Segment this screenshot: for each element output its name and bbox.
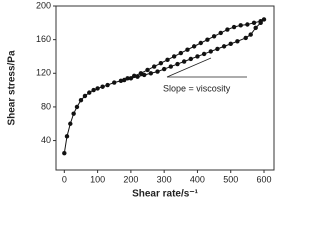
data-point xyxy=(253,25,258,31)
x-tick-label: 0 xyxy=(62,174,67,184)
annotation: Slope = viscosity xyxy=(163,83,231,93)
data-point xyxy=(171,54,177,59)
data-point xyxy=(141,72,147,78)
y-tick-label: 160 xyxy=(36,34,51,44)
data-point xyxy=(235,39,240,44)
slope-line xyxy=(166,57,212,78)
data-point xyxy=(74,104,80,110)
data-point xyxy=(122,77,127,83)
data-point xyxy=(64,134,70,139)
data-point xyxy=(151,64,157,69)
x-tick-label: 300 xyxy=(157,174,172,184)
data-point xyxy=(165,57,170,63)
y-axis-label: Shear stress/Pa xyxy=(7,50,18,125)
x-tick-label: 400 xyxy=(190,174,205,184)
data-point xyxy=(125,76,130,81)
data-point xyxy=(91,87,96,93)
x-tick-label: 600 xyxy=(256,174,271,184)
data-point xyxy=(148,71,154,76)
data-point xyxy=(100,84,105,89)
data-point xyxy=(191,44,197,49)
data-point xyxy=(145,67,150,73)
data-point xyxy=(71,111,76,116)
data-point xyxy=(181,59,187,64)
data-point xyxy=(205,37,210,42)
data-point xyxy=(188,56,193,62)
data-point xyxy=(211,34,217,39)
data-point xyxy=(175,61,180,67)
data-point xyxy=(238,23,243,28)
data-point xyxy=(231,24,237,30)
data-point xyxy=(201,51,207,57)
data-point xyxy=(218,30,223,36)
data-point xyxy=(258,20,263,26)
data-point xyxy=(82,93,88,99)
data-point xyxy=(78,97,84,103)
data-point xyxy=(178,50,184,56)
data-point xyxy=(198,40,203,46)
data-point xyxy=(243,35,248,41)
data-point xyxy=(221,44,227,49)
data-point xyxy=(195,54,200,59)
data-point xyxy=(62,150,67,156)
data-point xyxy=(261,17,267,22)
data-point xyxy=(208,49,213,54)
data-point xyxy=(225,27,230,32)
data-point xyxy=(228,41,233,47)
data-point xyxy=(87,90,92,95)
x-axis-label: Shear rate/s⁻¹ xyxy=(132,189,199,200)
data-point xyxy=(135,74,140,79)
data-point xyxy=(185,47,190,52)
data-point xyxy=(251,20,257,26)
data-point xyxy=(112,80,117,85)
data-point xyxy=(155,69,160,74)
data-point xyxy=(245,22,250,27)
data-point xyxy=(128,76,134,81)
data-point xyxy=(138,71,144,76)
data-line xyxy=(63,19,265,154)
data-point xyxy=(68,121,73,126)
chart: Shear stress/Pa Shear rate/s⁻¹ Slope = v… xyxy=(7,0,275,200)
y-tick-label: 200 xyxy=(36,0,51,10)
x-tick-label: 200 xyxy=(123,174,138,184)
x-tick-label: 500 xyxy=(223,174,238,184)
y-tick-label: 80 xyxy=(41,101,51,111)
data-point xyxy=(118,78,124,84)
data-point xyxy=(95,86,100,91)
y-tick-label: 40 xyxy=(41,135,51,145)
data-point xyxy=(161,66,167,72)
data-point xyxy=(168,64,174,69)
x-tick-label: 100 xyxy=(90,174,105,184)
data-point xyxy=(248,32,253,37)
plot-frame xyxy=(55,5,275,171)
data-point xyxy=(158,60,164,66)
data-point xyxy=(132,73,137,79)
y-tick-label: 120 xyxy=(36,68,51,78)
data-point xyxy=(215,46,220,52)
data-point xyxy=(105,82,110,88)
